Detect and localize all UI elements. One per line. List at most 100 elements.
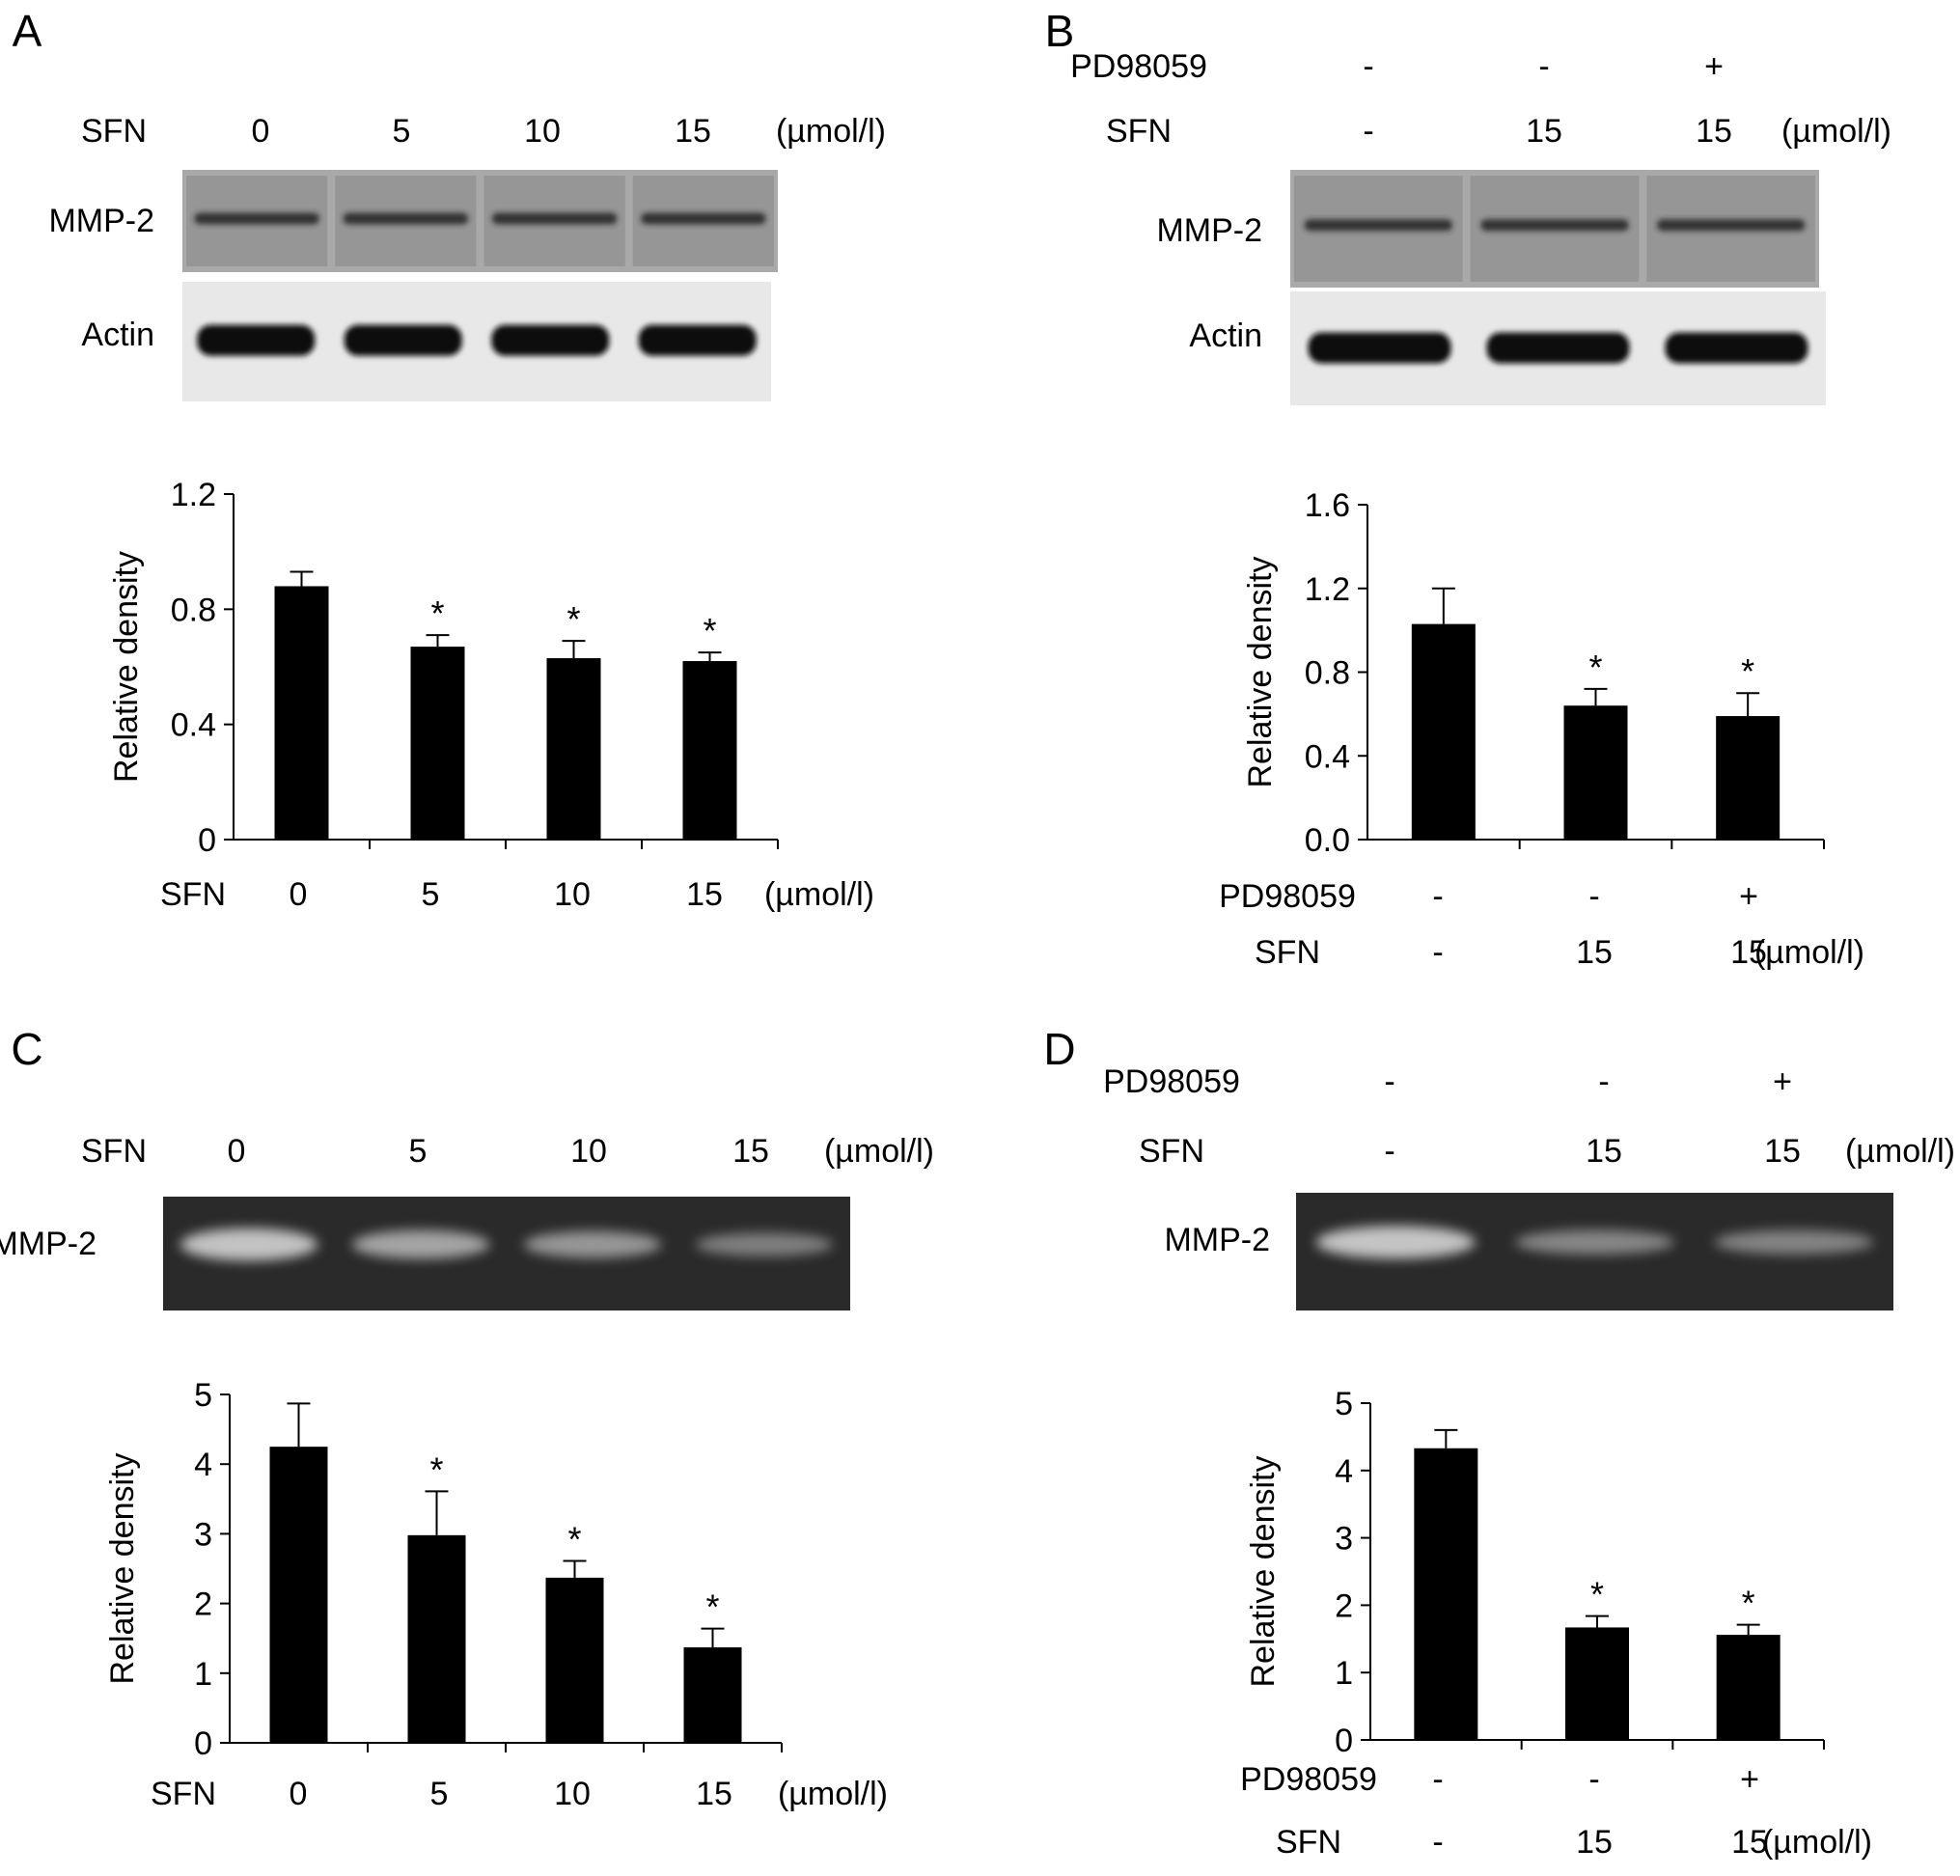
unit-label: (µmol/l) [1781,113,1891,150]
treatment-value: 10 [570,1133,607,1170]
bar [1565,1627,1629,1740]
unit-label: (µmol/l) [776,113,886,150]
blot-band [179,1228,318,1261]
significance-marker: * [1590,1575,1604,1614]
blot-band [1308,332,1451,364]
treatment-value: 0 [228,1133,246,1170]
x-treatment-label: SFN [1255,934,1320,971]
blot-mmp2 [163,1197,850,1310]
significance-marker: * [430,593,444,633]
blot-band [1656,219,1806,232]
x-treatment-value: - [1432,934,1443,971]
unit-label: (µmol/l) [824,1133,934,1170]
bar [546,658,601,840]
bar [1414,1448,1478,1740]
treatment-value: 10 [524,113,561,150]
significance-marker: * [1742,1584,1755,1623]
y-tick-label: 0 [194,1725,212,1762]
blot-band [695,1232,834,1256]
blot-band [343,212,469,225]
panel-letter: D [1043,1024,1075,1074]
blot-band [1480,219,1629,232]
treatment-value: - [1384,1133,1394,1170]
bar-chart: 0 0.4 0.8 1.2 * * * Relative density SFN 0 5 10 15 (µ… [108,477,874,913]
blot-band [1665,332,1808,364]
x-treatment-label: SFN [1276,1824,1341,1861]
blot-label: MMP-2 [1156,212,1262,249]
blot-band [491,212,618,225]
blot-band [1315,1226,1476,1259]
y-axis-label: Relative density [1245,1455,1282,1687]
bar [407,1534,466,1743]
treatment-value: 15 [675,113,711,150]
x-treatment-value: 15 [686,876,723,913]
blot-actin [182,282,771,401]
blot-label: MMP-2 [48,203,154,239]
treatment-value: 0 [252,113,270,150]
x-treatment-value: 15 [696,1776,732,1812]
x-treatment-value: 10 [554,1776,591,1812]
treatment-value: 15 [1526,113,1562,150]
y-tick-label: 1.6 [1305,487,1350,524]
x-treatment-value: 0 [290,1776,308,1812]
bar [1716,1635,1781,1740]
blot-label: MMP-2 [0,1226,97,1262]
blot-band [197,324,316,356]
treatment-value: 15 [1764,1133,1801,1170]
y-tick-label: 4 [194,1447,212,1483]
x-treatment-label: SFN [151,1776,216,1812]
x-unit-label: (µmol/l) [1754,934,1864,971]
x-unit-label: (µmol/l) [778,1776,888,1812]
treatment-value: 15 [732,1133,769,1170]
y-tick-label: 0 [198,822,216,859]
blot-band [523,1230,662,1258]
y-tick-label: 4 [1335,1453,1353,1490]
blot-label: Actin [81,317,154,353]
significance-marker: * [567,1520,581,1559]
significance-marker: * [1741,651,1754,691]
blot-label: MMP-2 [1164,1222,1270,1258]
x-treatment-label: PD98059 [1219,878,1356,915]
blot-band [1486,332,1630,364]
x-treatment-value: 5 [422,876,440,913]
x-treatment-value: - [1432,878,1443,915]
treatment-value: - [1384,1063,1394,1100]
y-tick-label: 0.0 [1305,822,1350,859]
blot-band [638,324,757,356]
x-treatment-value: 15 [1730,934,1767,971]
treatment-value: 5 [409,1133,428,1170]
x-treatment-value: 15 [1576,1824,1613,1861]
y-tick-label: 2 [194,1586,212,1623]
blot-band [1514,1229,1675,1255]
blot-label: Actin [1189,317,1262,354]
panel-letter: A [13,6,42,56]
x-treatment-value: 15 [1576,934,1613,971]
x-treatment-value: 10 [554,876,591,913]
y-tick-label: 1.2 [171,477,216,513]
treatment-value: - [1598,1063,1609,1100]
bar-chart: 0 1 2 3 4 5 * * Relative density PD98059 - - + SFN - 15… [1240,1386,1872,1861]
treatment-label: PD98059 [1070,48,1207,85]
x-unit-label: (µmol/l) [1762,1824,1872,1861]
y-tick-label: 0.8 [171,592,216,628]
bar [682,661,737,840]
bar [410,647,465,840]
treatment-label: SFN [1139,1133,1204,1170]
x-treatment-value: 0 [290,876,308,913]
blot-band [351,1229,490,1259]
bar [1563,705,1628,840]
x-treatment-value: 5 [430,1776,449,1812]
treatment-value: - [1363,113,1373,150]
y-tick-label: 3 [194,1516,212,1553]
significance-marker: * [429,1449,443,1489]
y-tick-label: 0 [1335,1723,1353,1759]
unit-label: (µmol/l) [1845,1133,1955,1170]
treatment-value: 15 [1586,1133,1622,1170]
blot-band [1304,219,1453,232]
y-tick-label: 0.4 [171,707,216,744]
treatment-value: + [1773,1063,1792,1100]
x-treatment-label: SFN [160,876,226,913]
treatment-value: + [1704,48,1724,85]
